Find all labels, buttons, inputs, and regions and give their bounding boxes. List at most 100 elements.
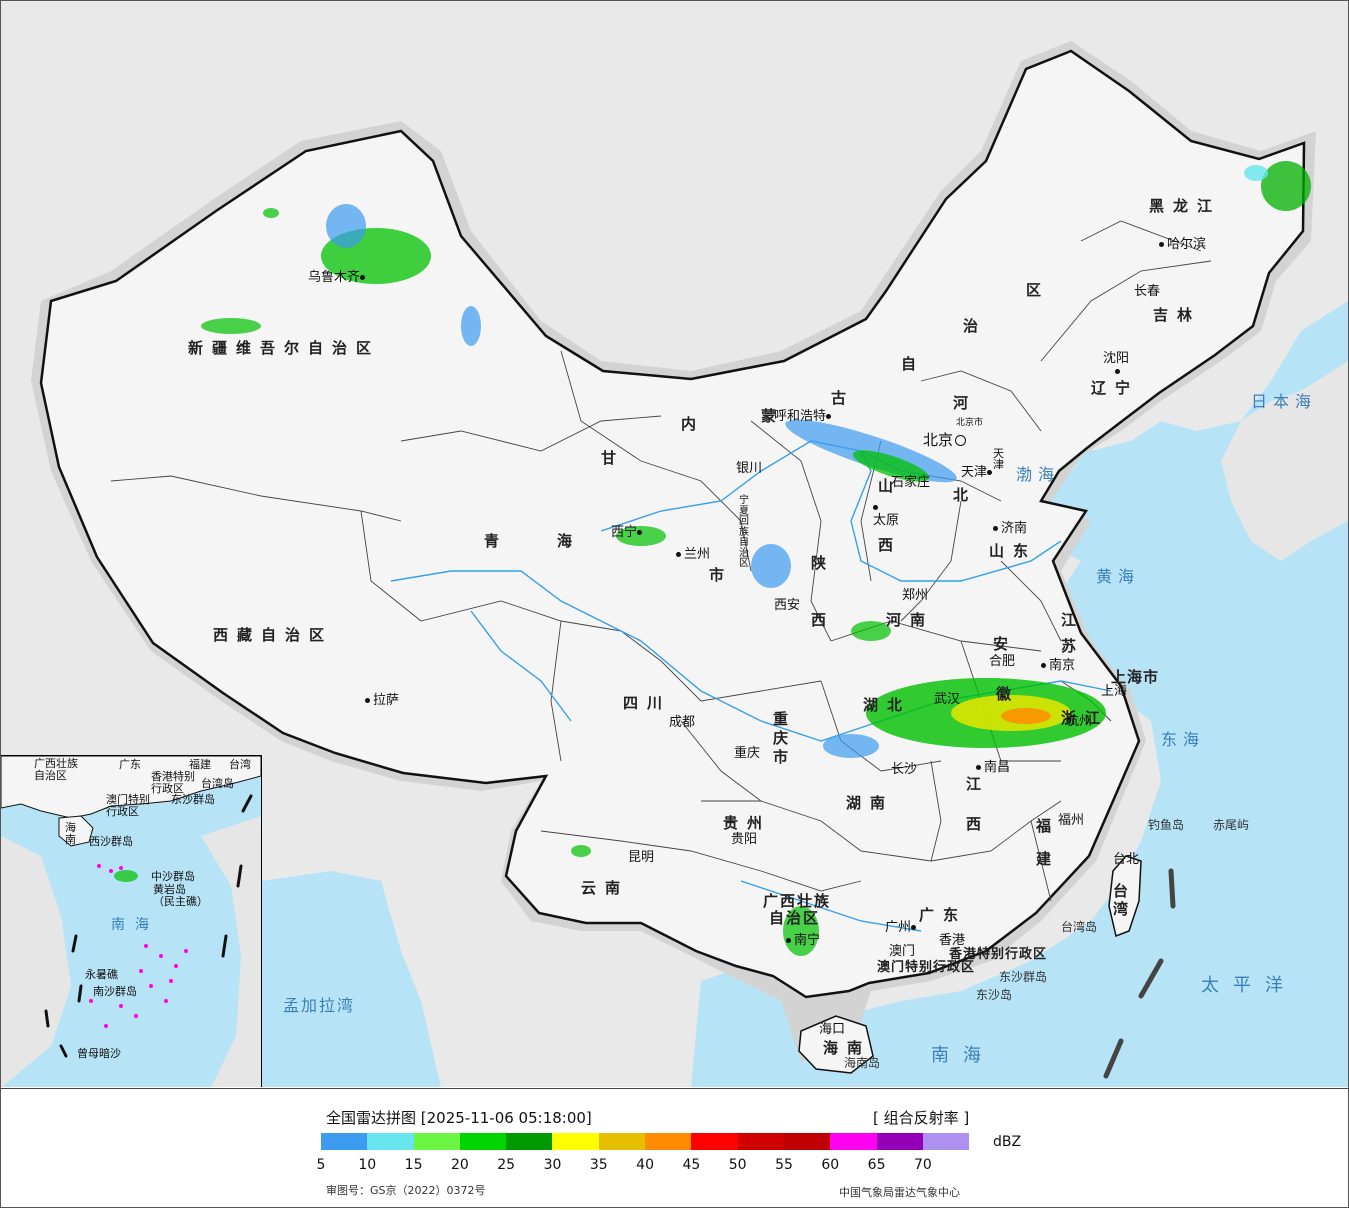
island-taiwan: 台湾岛 [1061,920,1098,934]
radar-map[interactable]: 新疆维吾尔自治区 西藏自治区 青 海 甘 内 蒙 古 自 治 区 黑龙江 吉林 … [1,1,1348,1087]
colorbar-swatch [413,1133,460,1150]
city-xining: 西宁 [611,526,645,539]
city-lanzhou: 兰州 [676,548,710,561]
label-beijing-city: 北京市 [956,418,984,428]
city-nanjing: 南京 [1041,659,1075,672]
south-china-sea-inset: 广西壮族自治区 广东 福建 台湾 香港特别行政区 澳门特别行政区 台湾岛 东沙群… [1,755,262,1087]
inset-macau: 澳门特别行政区 [106,793,150,819]
label-jiangxi-2: 西 [966,815,991,833]
colorbar-tick-label: 25 [497,1157,516,1173]
city-guiyang: 贵阳 [731,833,757,846]
colorbar-swatch [830,1133,877,1150]
city-name: 兰州 [684,547,711,562]
island-diaoyu: 钓鱼岛 [1148,818,1185,832]
label-gansu-city: 市 [709,566,734,584]
city-hangzhou: 杭州 [1066,715,1092,728]
island-dongsha: 东沙群岛 [999,970,1048,984]
sea-east: 东海 [1161,730,1206,749]
inset-yongshu: 永暑礁 [85,968,118,981]
label-shanxi-2: 西 [878,536,903,554]
colorbar-tick-label: 40 [636,1157,655,1173]
label-hongkong: 香港特别行政区 [949,947,1048,962]
colorbar-tick-label: 50 [728,1157,747,1173]
label-guangxi-1: 广西壮族 [763,892,832,910]
city-hohhot: 呼和浩特 [774,410,834,423]
city-shijiazhuang: 石家庄 [891,476,930,489]
inset-hk: 香港特别行政区 [151,770,195,796]
hainan-island [798,1015,874,1074]
city-name: 郑州 [902,588,929,603]
colorbar-tick-label: 70 [913,1157,932,1173]
inset-guangdong: 广东 [119,758,141,771]
label-hebei-2: 北 [953,486,978,504]
city-name: 广州 [885,920,912,935]
city-shenyang: 沈阳 [1103,352,1129,378]
city-name: 长沙 [891,762,918,777]
city-tianjin: 天津 [961,466,995,479]
city-name: 台北 [1113,852,1140,867]
city-dot [786,938,791,943]
city-hongkong: 香港 [939,934,965,947]
colorbar-swatch [876,1133,923,1150]
city-jinan: 济南 [993,522,1027,535]
city-name: 石家庄 [891,475,931,490]
label-macau: 澳门特别行政区 [877,960,976,975]
inset-nansha: 南沙群岛 [93,985,137,998]
city-name: 澳门 [889,944,916,959]
colorbar-tick-label: 60 [821,1157,840,1173]
label-fujian-1: 福 [1036,817,1061,835]
city-dot [987,470,993,475]
city-haikou: 海口 [819,1023,845,1036]
island-hainan: 海南岛 [844,1056,881,1070]
colorbar-swatch [922,1133,970,1150]
label-neimenggu-2: 蒙 [761,407,786,425]
city-fuzhou: 福州 [1058,814,1084,827]
label-neimenggu-5: 治 [963,317,988,335]
city-dot [911,925,917,930]
city-dot [993,526,998,531]
bay-of-bengal [261,871,441,1087]
city-name: 太原 [873,513,900,528]
label-fujian-2: 建 [1036,850,1061,868]
city-shanghai: 上海 [1101,685,1127,698]
city-name: 合肥 [989,654,1016,669]
city-name: 昆明 [628,850,655,865]
label-hubei: 湖北 [863,696,912,714]
label-hunan: 湖南 [846,794,895,812]
city-kunming: 昆明 [628,851,654,864]
colorbar-swatch [737,1133,784,1150]
colorbar-swatch [598,1133,646,1150]
city-dot [1115,369,1120,374]
city-name: 南宁 [794,933,821,948]
city-chongqing: 重庆 [734,747,760,760]
city-name: 重庆 [734,746,761,761]
city-harbin: 哈尔滨 [1159,238,1206,251]
colorbar-tick-label: 65 [867,1157,886,1173]
sea-bengal: 孟加拉湾 [283,996,356,1015]
label-gansu: 甘 [601,449,626,467]
label-xizang: 西藏自治区 [213,626,334,644]
label-sichuan: 四川 [623,694,672,712]
city-nanning: 南宁 [786,934,820,947]
capital-icon [955,435,967,446]
city-name: 长春 [1134,284,1161,299]
city-name: 天津 [961,465,988,480]
city-name: 武汉 [934,692,961,707]
label-guangdong: 广东 [919,906,968,924]
label-neimenggu-6: 区 [1026,281,1051,299]
city-yinchuan: 银川 [736,462,762,475]
label-jiangsu-2: 苏 [1061,637,1086,655]
colorbar-tick-label: 30 [543,1157,562,1173]
city-dot [365,698,370,703]
label-guangxi-2: 自治区 [769,909,821,927]
city-name: 香港 [939,933,966,948]
city-dot [676,552,681,557]
colorbar-tick-label: 10 [358,1157,377,1173]
label-hainan: 海南 [823,1039,872,1057]
city-name: 济南 [1001,521,1028,536]
label-anhui-2: 徽 [996,685,1021,703]
label-shaanxi-1: 陕 [811,554,836,572]
city-changchun: 长春 [1134,285,1160,298]
city-dot [360,275,366,280]
